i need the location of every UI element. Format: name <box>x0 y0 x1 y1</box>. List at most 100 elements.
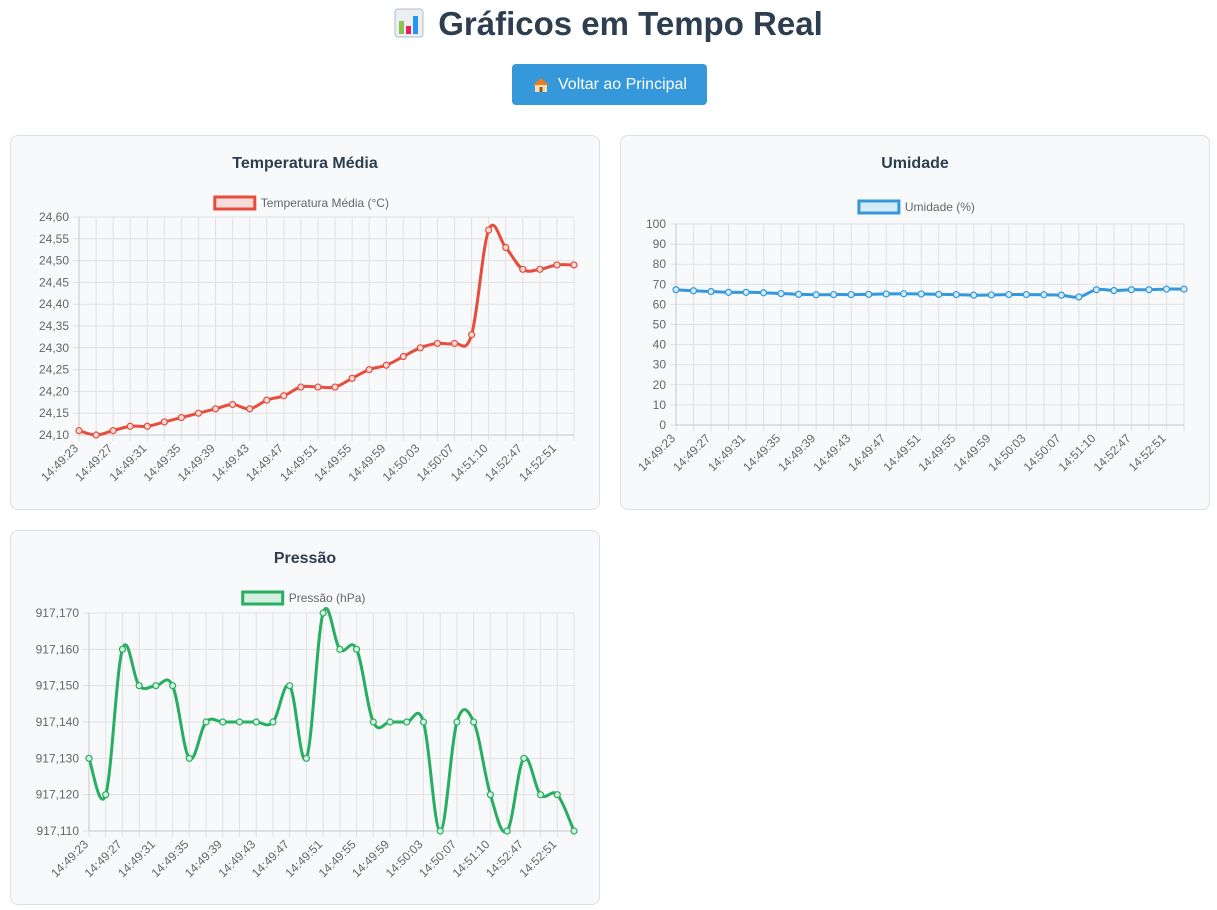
data-point[interactable] <box>672 286 680 294</box>
y-tick-label: 24,45 <box>39 275 69 289</box>
data-point[interactable] <box>1005 290 1013 299</box>
data-point[interactable] <box>126 422 134 430</box>
data-point[interactable] <box>536 791 545 799</box>
data-point[interactable] <box>1040 291 1048 299</box>
data-point[interactable] <box>1162 285 1171 293</box>
data-point[interactable] <box>263 396 271 404</box>
data-point[interactable] <box>185 754 193 762</box>
data-point[interactable] <box>1110 286 1118 295</box>
data-point[interactable] <box>724 288 733 296</box>
data-point[interactable] <box>1022 290 1030 299</box>
data-point[interactable] <box>403 718 411 726</box>
data-point[interactable] <box>935 290 943 298</box>
data-point[interactable] <box>952 290 960 299</box>
data-point[interactable] <box>369 718 377 726</box>
data-point[interactable] <box>570 261 578 269</box>
data-point[interactable] <box>302 754 311 762</box>
data-point[interactable] <box>450 339 459 348</box>
data-point[interactable] <box>882 290 890 298</box>
data-point[interactable] <box>297 383 305 391</box>
y-tick-label: 90 <box>653 237 667 251</box>
data-point[interactable] <box>399 352 407 361</box>
data-point[interactable] <box>194 409 203 417</box>
data-point[interactable] <box>152 682 160 690</box>
data-point[interactable] <box>92 431 100 439</box>
data-point[interactable] <box>143 422 151 430</box>
humidity-chart-card: Umidade Umidade (%) 0 10 20 30 40 50 60 70 80 90 10… <box>620 135 1210 510</box>
data-point[interactable] <box>314 383 322 391</box>
data-point[interactable] <box>269 718 277 726</box>
data-point[interactable] <box>453 718 461 726</box>
data-point[interactable] <box>336 645 344 653</box>
data-point[interactable] <box>85 754 93 762</box>
data-point[interactable] <box>742 288 750 296</box>
data-point[interactable] <box>1075 293 1083 301</box>
data-point[interactable] <box>503 827 511 835</box>
legend-item[interactable]: Temperatura Média (°C) <box>213 195 389 211</box>
data-point[interactable] <box>536 265 544 273</box>
data-point[interactable] <box>416 344 424 352</box>
data-point[interactable] <box>211 405 220 413</box>
data-point[interactable] <box>795 290 803 298</box>
data-point[interactable] <box>970 291 978 299</box>
data-point[interactable] <box>160 418 168 426</box>
data-point[interactable] <box>847 290 855 299</box>
data-point[interactable] <box>365 366 373 374</box>
data-point[interactable] <box>470 718 478 726</box>
data-point[interactable] <box>865 290 873 298</box>
data-point[interactable] <box>570 827 578 835</box>
data-point[interactable] <box>467 331 476 339</box>
data-point[interactable] <box>1145 286 1153 294</box>
data-point[interactable] <box>177 413 186 422</box>
data-point[interactable] <box>520 754 528 762</box>
data-point[interactable] <box>1057 291 1065 299</box>
data-point[interactable] <box>235 718 244 726</box>
data-point[interactable] <box>436 827 444 835</box>
data-point[interactable] <box>1180 285 1188 293</box>
data-point[interactable] <box>348 374 356 382</box>
data-point[interactable] <box>830 290 838 299</box>
data-point[interactable] <box>1092 286 1101 294</box>
data-point[interactable] <box>102 791 110 799</box>
data-point[interactable] <box>229 400 237 409</box>
y-tick-label: 917,110 <box>37 824 80 838</box>
data-point[interactable] <box>382 361 390 369</box>
data-point[interactable] <box>246 405 254 413</box>
data-point[interactable] <box>386 718 394 726</box>
data-point[interactable] <box>689 287 698 295</box>
data-point[interactable] <box>202 718 210 726</box>
data-point[interactable] <box>419 718 428 726</box>
data-point[interactable] <box>486 791 494 799</box>
data-point[interactable] <box>485 226 493 234</box>
data-point[interactable] <box>917 290 925 298</box>
data-point[interactable] <box>219 718 227 726</box>
back-to-main-button[interactable]: Voltar ao Principal <box>512 64 707 105</box>
data-point[interactable] <box>75 427 83 435</box>
data-point[interactable] <box>553 791 561 799</box>
data-point[interactable] <box>987 291 995 299</box>
data-point[interactable] <box>502 243 510 252</box>
legend-item[interactable]: Umidade (%) <box>857 199 975 215</box>
data-point[interactable] <box>352 645 361 653</box>
data-point[interactable] <box>519 265 527 273</box>
data-point[interactable] <box>777 289 785 298</box>
data-point[interactable] <box>135 682 143 690</box>
data-point[interactable] <box>433 339 442 348</box>
data-point[interactable] <box>169 682 177 690</box>
data-point[interactable] <box>1127 286 1136 294</box>
data-point[interactable] <box>553 261 561 269</box>
house-icon <box>533 77 550 92</box>
legend-item[interactable]: Pressão (hPa) <box>241 590 366 606</box>
data-point[interactable] <box>280 392 288 400</box>
data-point[interactable] <box>707 287 715 296</box>
y-tick-label: 917,160 <box>36 642 80 656</box>
data-point[interactable] <box>812 291 820 299</box>
data-point[interactable] <box>118 645 127 653</box>
data-point[interactable] <box>900 290 908 298</box>
data-point[interactable] <box>319 609 327 617</box>
data-point[interactable] <box>109 427 117 435</box>
data-point[interactable] <box>286 682 294 690</box>
data-point[interactable] <box>759 289 768 297</box>
data-point[interactable] <box>252 718 260 726</box>
data-point[interactable] <box>331 383 339 391</box>
